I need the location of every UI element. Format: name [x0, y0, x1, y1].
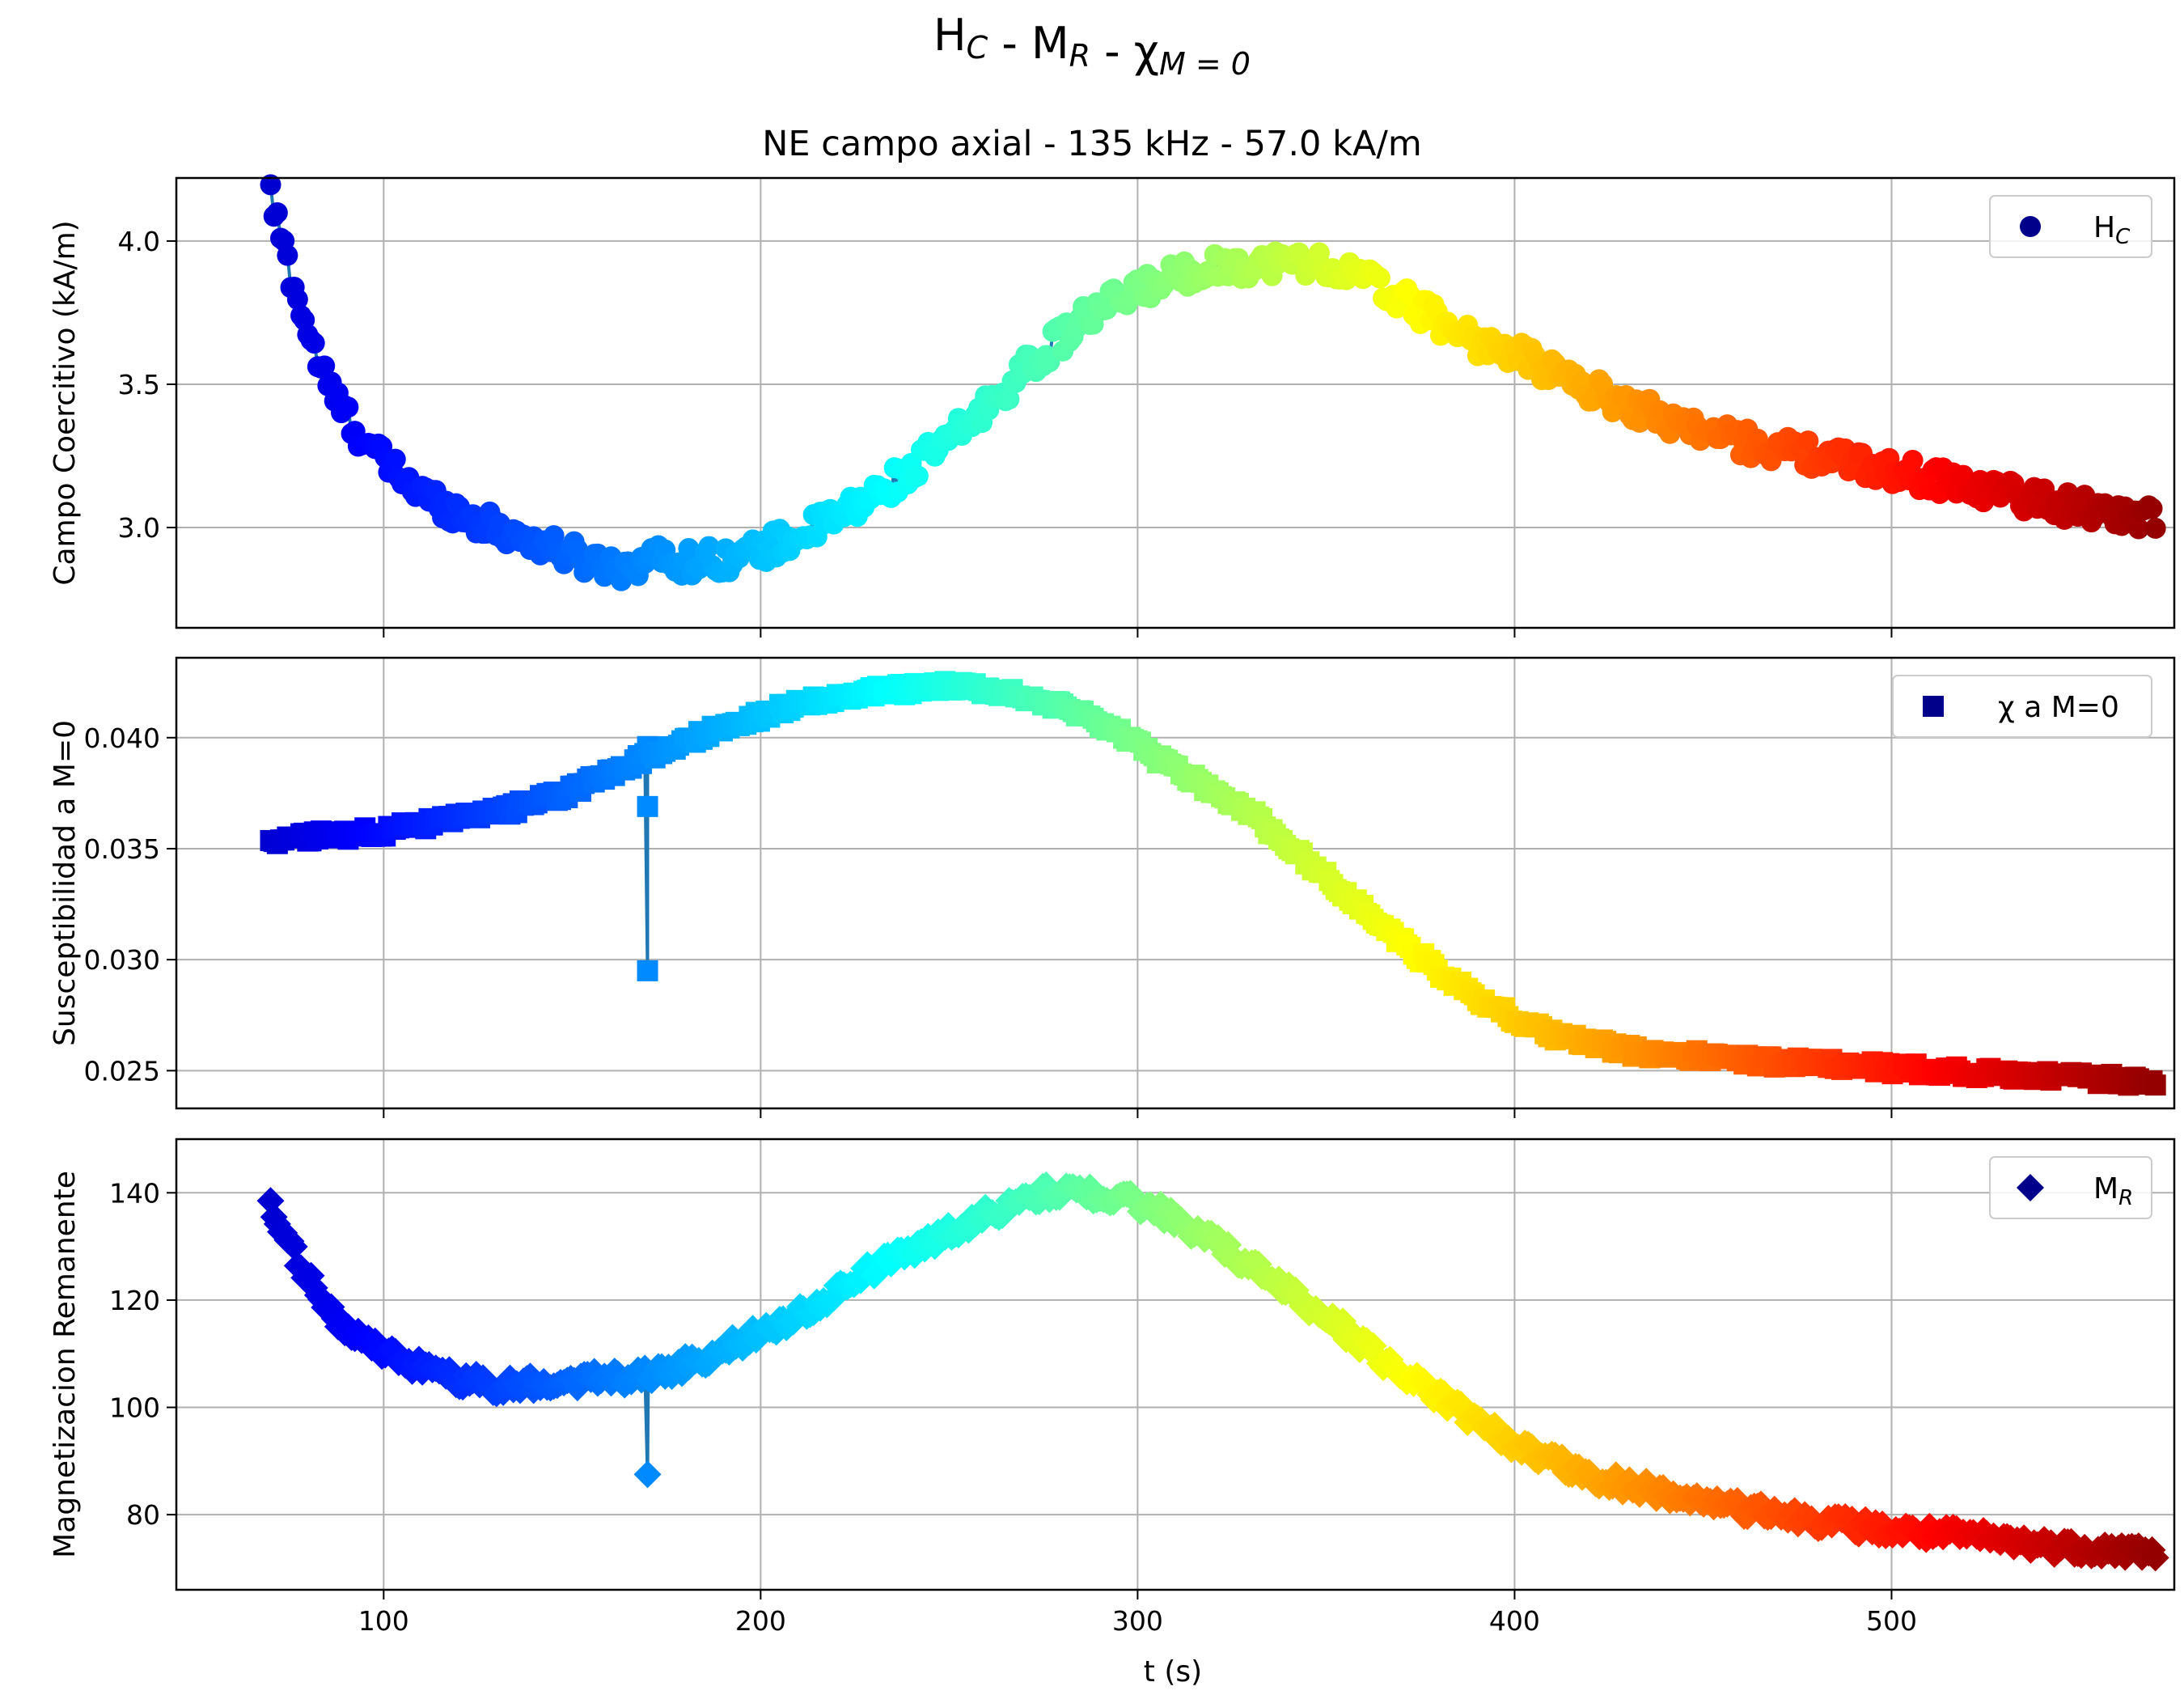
- x-tick-label: 500: [1866, 1605, 1917, 1637]
- legend-marker: [1923, 696, 1944, 717]
- data-point: [637, 960, 658, 981]
- y-tick-label: 80: [126, 1499, 160, 1531]
- data-point: [1902, 449, 1924, 471]
- legend-label-sub: C: [2115, 225, 2131, 249]
- axes-frame: [175, 176, 2176, 629]
- data-point: [286, 289, 308, 311]
- panel-1: 3.0 3.5 4.0 Campo Coercitivo (kA/m) HC: [49, 174, 2176, 638]
- legend-box: [1989, 1156, 2152, 1219]
- y-tick-label: 100: [109, 1392, 160, 1424]
- y-tick-label: 0.035: [84, 833, 160, 865]
- legend-label-sub: R: [2118, 1186, 2133, 1210]
- data-point: [698, 536, 720, 557]
- suptitle-part-2: - χ: [1090, 26, 1159, 77]
- legend: χ a M=0: [1892, 675, 2152, 738]
- x-tick-label: 300: [1112, 1605, 1163, 1637]
- chart-subtitle: NE campo axial - 135 kHz - 57.0 kA/m: [762, 124, 1422, 164]
- y-tick-label: 140: [109, 1177, 160, 1209]
- data-point: [633, 1460, 662, 1489]
- x-axis-label: t (s): [1144, 1655, 1202, 1688]
- series-line: [269, 678, 2157, 1088]
- data-point: [637, 795, 658, 817]
- data-point: [337, 396, 359, 418]
- data-point: [277, 244, 298, 266]
- axes-frame: [175, 1138, 2176, 1591]
- data-point: [1797, 430, 1819, 452]
- data-point: [998, 388, 1020, 410]
- legend-label: HC: [2093, 211, 2131, 249]
- y-axis-label: Campo Coercitivo (kA/m): [49, 220, 82, 585]
- suptitle-sub-1: R: [1069, 38, 1090, 74]
- legend: HC: [1989, 195, 2152, 258]
- suptitle-part-1: - M: [988, 18, 1069, 69]
- x-tick-label: 400: [1489, 1605, 1540, 1637]
- data-point: [260, 174, 281, 196]
- data-point: [303, 333, 325, 354]
- data-point: [2144, 517, 2166, 539]
- suptitle: HC - MR - χM = 0: [933, 10, 1251, 82]
- legend-marker: [2020, 216, 2041, 237]
- y-axis-label: Magnetizacion Remanente: [49, 1171, 82, 1558]
- suptitle-sub-0: C: [967, 30, 988, 66]
- suptitle-part-0: H: [933, 10, 967, 61]
- series-line: [269, 184, 2157, 587]
- data-point: [280, 1232, 308, 1260]
- legend-box: [1892, 675, 2152, 738]
- data-point: [543, 525, 565, 547]
- legend-box: [1989, 195, 2152, 258]
- data-point: [1369, 267, 1390, 289]
- y-tick-label: 120: [109, 1285, 160, 1316]
- data-point: [266, 201, 288, 223]
- data-point: [2141, 1544, 2169, 1572]
- data-point: [2141, 498, 2163, 519]
- data-point: [2127, 518, 2149, 540]
- panel-3: 80 100 120 140 100 200 300 400 500 Magnetizacion …: [49, 1138, 2176, 1637]
- y-tick-label: 0.030: [84, 944, 160, 976]
- data-point: [384, 448, 406, 470]
- y-axis-label: Susceptibilidad a M=0: [49, 720, 82, 1046]
- y-tick-label: 3.0: [118, 512, 160, 544]
- legend: MR: [1989, 1156, 2152, 1219]
- legend-marker: [2017, 1174, 2044, 1201]
- x-tick-label: 200: [735, 1605, 786, 1637]
- x-tick-label: 100: [358, 1605, 409, 1637]
- y-tick-label: 0.025: [84, 1055, 160, 1087]
- data-point: [678, 538, 700, 560]
- axes-frame: [175, 656, 2176, 1110]
- y-tick-label: 3.5: [118, 369, 160, 400]
- legend-label: χ a M=0: [1998, 691, 2119, 724]
- data-point: [314, 355, 336, 377]
- data-point: [907, 465, 929, 487]
- suptitle-sub-2: M = 0: [1159, 46, 1251, 82]
- data-point: [2144, 1074, 2166, 1096]
- y-tick-label: 0.040: [84, 722, 160, 754]
- y-tick-label: 4.0: [118, 226, 160, 257]
